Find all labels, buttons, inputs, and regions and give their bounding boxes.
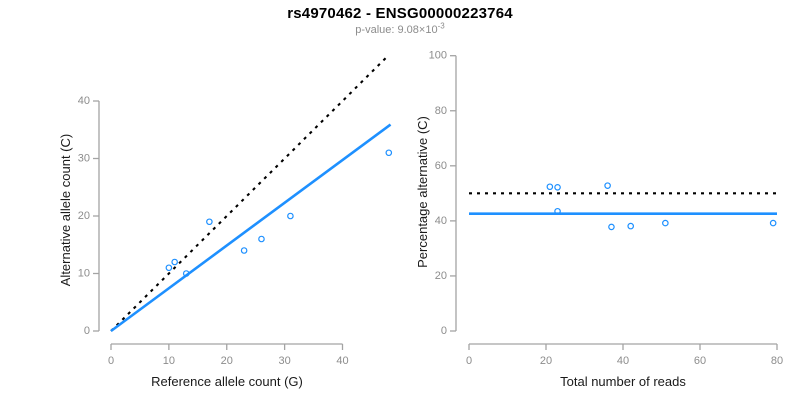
data-point [627, 222, 635, 230]
data-point [240, 247, 248, 254]
x-tick-label: 60 [694, 355, 706, 367]
y-tick-label: 40 [435, 215, 447, 227]
x-tick-label: 20 [540, 355, 552, 367]
right-xaxis-label: Total number of reads [560, 374, 686, 389]
data-point [182, 270, 190, 277]
data-point [554, 183, 561, 191]
right-scatter-plot: 0 20 40 60 80 100 0 20 40 60 80 [429, 50, 783, 367]
data-point [165, 264, 173, 272]
x-tick-label: 40 [336, 355, 348, 367]
x-tick-label: 0 [466, 355, 472, 367]
y-tick-label: 80 [435, 105, 447, 117]
x-tick-label: 80 [771, 355, 783, 367]
data-point [287, 212, 294, 220]
x-tick-label: 30 [279, 355, 291, 367]
identity-line [110, 54, 390, 332]
data-point [662, 219, 669, 227]
y-tick-label: 0 [84, 325, 90, 337]
y-tick-label: 20 [78, 210, 90, 222]
data-point [258, 235, 265, 243]
data-point [604, 182, 611, 189]
y-tick-label: 0 [441, 325, 447, 337]
right-yaxis-label: Percentage alternative (C) [415, 116, 430, 268]
x-tick-label: 0 [108, 355, 114, 367]
pvalue-text: p-value: 9.08×10 [355, 24, 438, 36]
figure-subtitle: p-value: 9.08×10-3 [0, 21, 800, 36]
data-point [769, 219, 777, 227]
x-tick-label: 20 [221, 355, 233, 367]
data-point [554, 207, 561, 215]
left-scatter-plot: 0 10 20 30 40 0 10 20 30 40 [78, 54, 393, 367]
y-tick-label: 10 [78, 268, 90, 280]
y-tick-label: 30 [78, 153, 90, 165]
y-tick-label: 100 [429, 50, 447, 62]
figure-title: rs4970462 - ENSG00000223764 [287, 5, 513, 22]
left-yaxis-label: Alternative allele count (C) [58, 134, 73, 286]
y-tick-label: 20 [435, 270, 447, 282]
left-xaxis-label: Reference allele count (G) [151, 374, 303, 389]
data-point [546, 183, 554, 191]
data-point [206, 218, 213, 226]
data-point [385, 149, 393, 157]
y-tick-label: 40 [78, 95, 90, 107]
data-point [608, 223, 615, 231]
y-tick-label: 60 [435, 160, 447, 172]
x-tick-label: 10 [163, 355, 175, 367]
x-tick-label: 40 [617, 355, 629, 367]
fit-line [110, 123, 392, 333]
data-point [171, 258, 178, 266]
pvalue-exponent: -3 [437, 21, 445, 31]
